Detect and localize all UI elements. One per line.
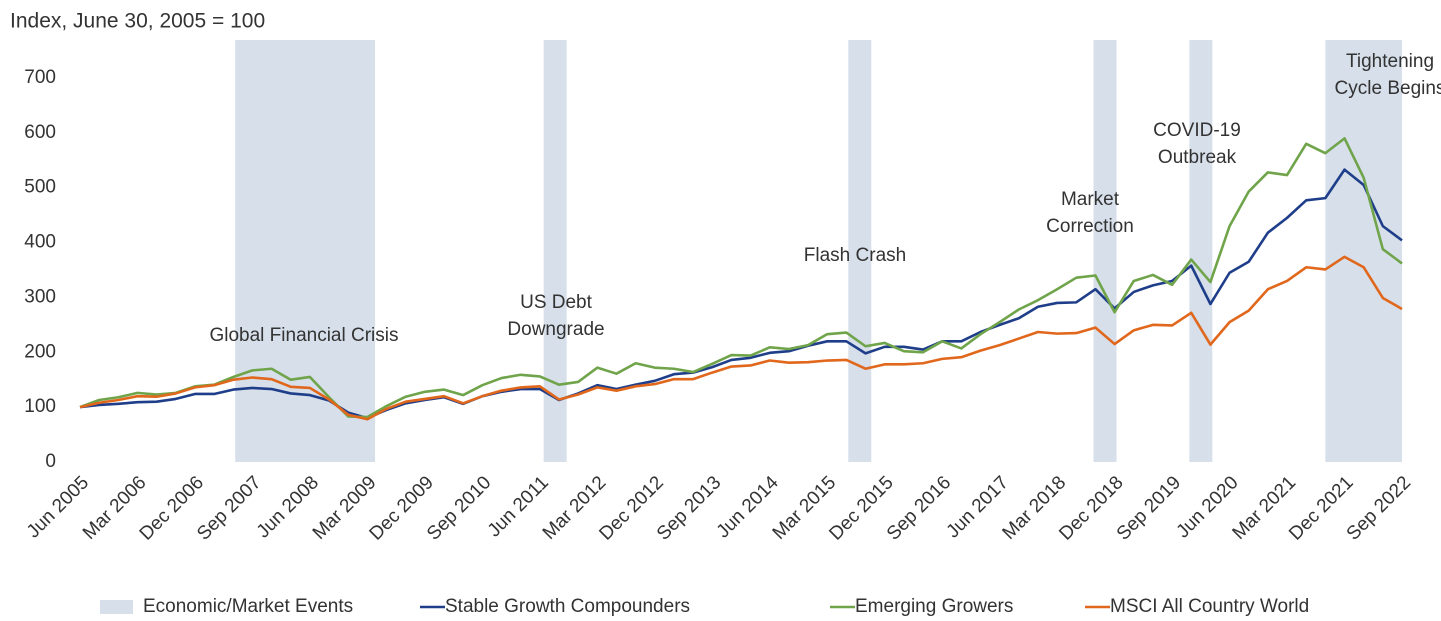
y-tick-label: 100	[24, 396, 56, 417]
legend-label: MSCI All Country World	[1110, 596, 1309, 617]
event-label: Correction	[1046, 216, 1134, 237]
event-label: COVID-19	[1153, 120, 1241, 141]
y-tick-label: 200	[24, 341, 56, 362]
y-tick-label: 600	[24, 122, 56, 143]
y-tick-label: 500	[24, 177, 56, 198]
event-label: Market	[1061, 189, 1120, 210]
event-label: Global Financial Crisis	[209, 325, 398, 346]
event-label: Cycle Begins	[1335, 78, 1441, 99]
legend-label: Stable Growth Compounders	[445, 596, 690, 617]
event-band	[543, 40, 567, 462]
legend-label: Emerging Growers	[855, 596, 1013, 617]
event-label: Downgrade	[507, 319, 604, 340]
series-line	[79, 255, 1403, 421]
event-band	[1189, 40, 1213, 462]
series-line	[79, 137, 1403, 419]
y-tick-label: 0	[45, 451, 56, 472]
event-label: Tightening	[1346, 51, 1434, 72]
event-label: Flash Crash	[804, 245, 906, 266]
event-band	[1093, 40, 1117, 462]
y-tick-label: 400	[24, 232, 56, 253]
event-band	[235, 40, 376, 462]
event-label: US Debt	[520, 292, 593, 313]
y-tick-label: 700	[24, 67, 56, 88]
chart-title: Index, June 30, 2005 = 100	[10, 10, 265, 33]
legend-swatch	[100, 600, 133, 614]
event-band	[848, 40, 872, 462]
y-tick-label: 300	[24, 286, 56, 307]
legend-label: Economic/Market Events	[143, 596, 353, 617]
event-band	[1325, 40, 1402, 462]
event-label: Outbreak	[1158, 147, 1237, 168]
